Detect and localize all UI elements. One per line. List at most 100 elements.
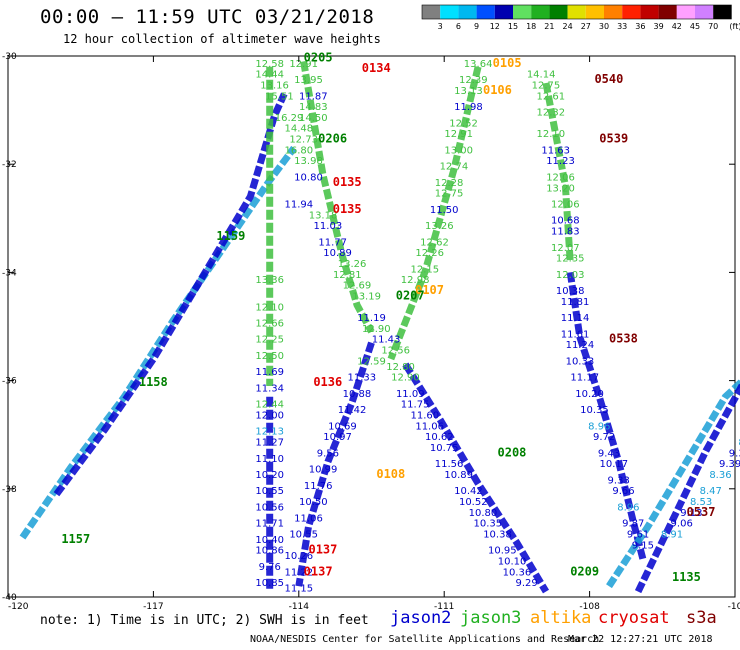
wave-height-label: 9.61 bbox=[627, 529, 649, 540]
wave-height-label: 11.94 bbox=[284, 199, 313, 210]
wave-height-label: 10.52 bbox=[459, 497, 488, 508]
track-swath bbox=[387, 65, 482, 361]
wave-height-label: 12.91 bbox=[444, 129, 473, 140]
wave-height-label: 9.72 bbox=[593, 432, 615, 443]
wave-height-label: 12.06 bbox=[551, 199, 580, 210]
lat-tick-label: -32 bbox=[2, 160, 17, 170]
colorbar-tick-label: 12 bbox=[490, 22, 500, 31]
colorbar-tick-label: 18 bbox=[526, 22, 536, 31]
colorbar-tick-label: 6 bbox=[456, 22, 461, 31]
lon-tick-label: -114 bbox=[289, 602, 310, 612]
pass-time-label: 0135 bbox=[333, 175, 362, 189]
wave-height-label: 11.10 bbox=[255, 454, 284, 465]
wave-height-label: 9.15 bbox=[632, 540, 654, 551]
legend-jason3: jason3 bbox=[460, 608, 522, 628]
wave-height-label: 10.17 bbox=[600, 459, 629, 470]
pass-time-label: 0208 bbox=[498, 445, 527, 459]
colorbar-tick-label: 42 bbox=[672, 22, 682, 31]
wave-height-label: 13.19 bbox=[352, 291, 381, 302]
colorbar-swatch bbox=[458, 5, 477, 19]
wave-height-label: 8.96 bbox=[617, 502, 639, 513]
wave-height-label: 10.80 bbox=[294, 172, 323, 183]
wave-height-label: 11.17 bbox=[570, 373, 599, 384]
wave-height-label: 10.95 bbox=[488, 546, 517, 557]
pass-time-label: 0108 bbox=[376, 467, 405, 481]
wave-height-label: 11.06 bbox=[294, 513, 323, 524]
wave-height-label: 11.43 bbox=[372, 335, 401, 346]
colorbar-tick-label: 21 bbox=[544, 22, 554, 31]
wave-height-label: 12.91 bbox=[289, 59, 318, 70]
colorbar-tick-label: 36 bbox=[635, 22, 645, 31]
wave-height-label: 14.44 bbox=[255, 70, 284, 81]
wave-height-label: 12.32 bbox=[537, 108, 566, 119]
wave-height-label: 10.75 bbox=[430, 443, 459, 454]
colorbar-swatch bbox=[494, 5, 513, 19]
colorbar-tick-label: 33 bbox=[617, 22, 627, 31]
track-swath bbox=[566, 271, 647, 560]
wave-height-label: 13.18 bbox=[309, 210, 338, 221]
wave-height-label: 11.75 bbox=[401, 400, 430, 411]
wave-height-label: 8.47 bbox=[700, 486, 722, 497]
wave-height-label: 11.19 bbox=[357, 313, 386, 324]
colorbar-tick-label: 45 bbox=[690, 22, 700, 31]
page-title: 00:00 – 11:59 UTC 03/21/2018 bbox=[40, 6, 375, 28]
wave-height-label: 8.86 bbox=[738, 438, 740, 449]
legend-cryosat: cryosat bbox=[598, 608, 670, 628]
track-swath bbox=[542, 82, 574, 262]
wave-height-labels: 13.64 12.58 12.91 14.14 14.44 13.95 12.39 13.16… bbox=[255, 59, 740, 595]
lat-tick-label: -40 bbox=[2, 593, 17, 603]
wave-height-label: 10.99 bbox=[309, 465, 338, 476]
wave-height-label: 11.22 bbox=[284, 567, 313, 578]
wave-height-label: 12.07 bbox=[551, 243, 580, 254]
wave-height-label: 15.51 bbox=[265, 91, 294, 102]
credit-text: NOAA/NESDIS Center for Satellite Applica… bbox=[250, 634, 600, 645]
wave-height-label: 8.91 bbox=[661, 529, 683, 540]
wave-height-label: 12.10 bbox=[537, 129, 566, 140]
pass-time-label: 0134 bbox=[362, 61, 391, 75]
wave-height-label: 14.83 bbox=[299, 102, 328, 113]
wave-height-label: 12.80 bbox=[386, 362, 415, 373]
legend-s3a: s3a bbox=[686, 608, 717, 628]
wave-height-label: 10.86 bbox=[255, 546, 284, 557]
wave-height-label: 12.66 bbox=[255, 319, 284, 330]
wave-height-label: 14.50 bbox=[299, 113, 328, 124]
wave-height-label: 11.14 bbox=[561, 313, 590, 324]
wave-height-label: 11.42 bbox=[338, 405, 367, 416]
wave-height-label: 11.50 bbox=[430, 205, 459, 216]
wave-height-label: 12.75 bbox=[532, 80, 561, 91]
wave-height-label: 12.73 bbox=[289, 135, 318, 146]
wave-height-label: 11.24 bbox=[566, 340, 595, 351]
wave-height-label: 11.63 bbox=[541, 145, 570, 156]
wave-height-label: 9.87 bbox=[622, 519, 644, 530]
colorbar-tick-label: 9 bbox=[474, 22, 479, 31]
lat-tick-label: -34 bbox=[2, 268, 17, 278]
track-swath bbox=[402, 362, 550, 594]
wave-height-label: 12.75 bbox=[435, 189, 464, 200]
wave-height-label: 10.38 bbox=[483, 529, 512, 540]
wave-height-label: 10.55 bbox=[255, 486, 284, 497]
note-text: note: 1) Time is in UTC; 2) SWH is in fe… bbox=[40, 613, 369, 628]
wave-height-label: 9.31 bbox=[729, 448, 740, 459]
wave-height-label: 10.40 bbox=[255, 535, 284, 546]
colorbar-swatch bbox=[549, 5, 568, 19]
wave-height-label: 13.26 bbox=[338, 259, 367, 270]
wave-height-label: 13.13 bbox=[454, 86, 483, 97]
lat-tick-label: -36 bbox=[2, 377, 17, 387]
track-swath bbox=[634, 381, 740, 594]
wave-height-label: 10.88 bbox=[343, 389, 372, 400]
lon-tick-label: -117 bbox=[143, 602, 163, 612]
wave-height-label: 14.48 bbox=[284, 124, 313, 135]
pass-time-label: 0537 bbox=[687, 505, 716, 519]
wave-height-label: 10.20 bbox=[255, 470, 284, 481]
wave-height-label: 16.80 bbox=[284, 145, 313, 156]
colorbar-swatch bbox=[513, 5, 532, 19]
wave-height-label: 10.56 bbox=[255, 502, 284, 513]
colorbar-swatch bbox=[567, 5, 586, 19]
colorbar-border bbox=[421, 4, 732, 20]
map-frame bbox=[7, 55, 736, 598]
wave-height-label: 13.20 bbox=[546, 183, 575, 194]
pass-time-label: 0105 bbox=[493, 56, 522, 70]
wave-height-label: 12.90 bbox=[391, 373, 420, 384]
wave-height-label: 11.87 bbox=[299, 91, 328, 102]
